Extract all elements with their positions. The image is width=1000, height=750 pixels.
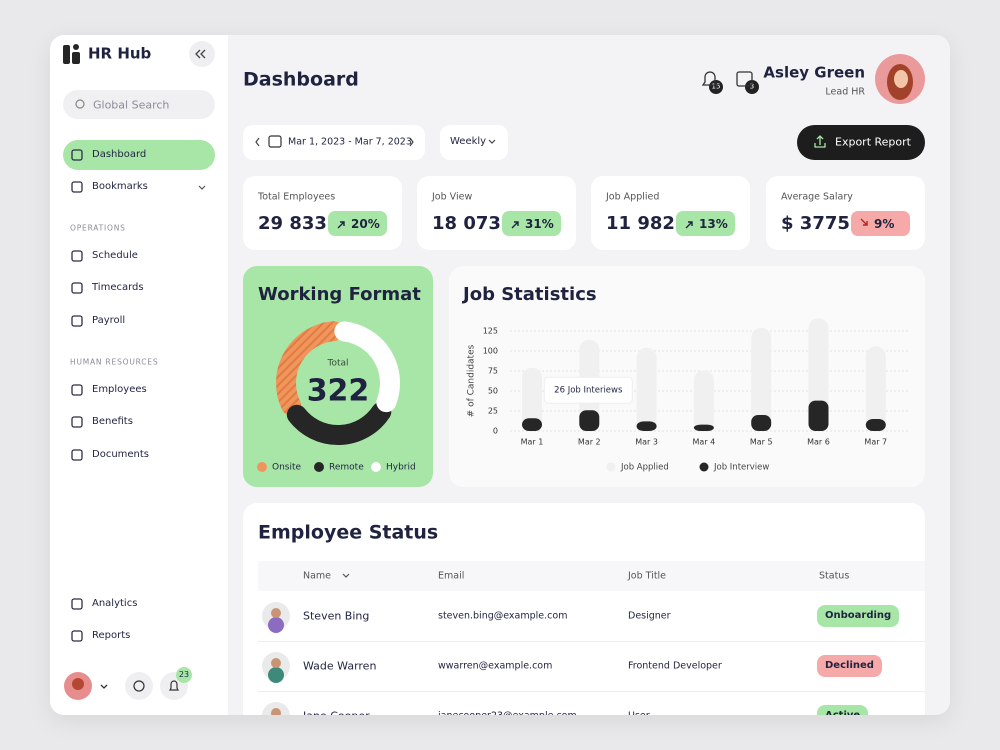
section-title: HUMAN RESOURCES	[70, 357, 159, 367]
stat-label: Job Applied	[606, 191, 660, 203]
notification-count: 23	[178, 670, 190, 679]
nav-item[interactable]: Dashboard	[92, 149, 147, 160]
collapse-button[interactable]	[189, 41, 215, 67]
nav-item[interactable]: Reports	[92, 630, 131, 641]
notification-count: 15	[711, 82, 721, 91]
row-divider	[258, 691, 925, 692]
column-header: Status	[819, 570, 850, 582]
badge	[176, 667, 192, 683]
stat-value: 11 982	[606, 213, 675, 234]
event-count: 3	[749, 82, 755, 91]
cell: janecooper23@example.com	[438, 711, 577, 715]
stat-change: 31%	[525, 217, 554, 231]
status-badge: Onboarding	[817, 605, 900, 627]
row-divider	[258, 641, 925, 642]
stat-label: Job View	[432, 191, 473, 203]
search-placeholder: Global Search	[93, 98, 170, 112]
nav-item[interactable]: Bookmarks	[92, 181, 148, 192]
period: Weekly	[450, 136, 487, 147]
nav-item[interactable]: Timecards	[92, 282, 144, 293]
page-title: Dashboard	[243, 68, 359, 91]
stat-value: $ 3775	[781, 213, 850, 234]
user-avatar-face	[894, 70, 908, 88]
column-header[interactable]: Name	[303, 570, 332, 582]
app-window: HR Hub Global Search Dashboard Bookmarks OPE…	[50, 35, 950, 715]
nav-item-active[interactable]	[63, 140, 215, 170]
cell: Jane Cooper	[303, 711, 370, 716]
user-role: Lead HR	[825, 86, 865, 98]
column-header: Job Title	[628, 570, 667, 582]
brand: HR Hub	[88, 44, 152, 63]
user-avatar	[875, 54, 925, 104]
cell: Designer	[628, 610, 671, 622]
date-range: Mar 1, 2023 - Mar 7, 2023	[288, 136, 412, 148]
nav-item[interactable]: Payroll	[92, 315, 126, 326]
table-header	[258, 561, 925, 591]
stat-change: 9%	[874, 217, 895, 231]
cell: Steven Bing	[303, 609, 370, 623]
status-badge: Active	[817, 705, 869, 715]
stat-value: 18 073	[432, 213, 501, 234]
stat-value: 29 833	[258, 213, 327, 234]
section-title: OPERATIONS	[70, 223, 126, 233]
nav-item[interactable]: Employees	[92, 384, 147, 395]
search-box[interactable]	[63, 90, 215, 119]
period-select[interactable]	[440, 125, 508, 160]
stat-change: 13%	[699, 217, 728, 231]
cell: steven.bing@example.com	[438, 610, 568, 622]
stat-change: 20%	[351, 217, 380, 231]
cell: Frontend Developer	[628, 660, 722, 672]
nav-item[interactable]: Analytics	[92, 598, 138, 609]
export-label[interactable]: Export Report	[835, 135, 911, 149]
sidebar	[50, 35, 228, 715]
nav-item[interactable]: Documents	[92, 449, 150, 460]
cell: wwarren@example.com	[438, 660, 553, 672]
nav-item[interactable]: Schedule	[92, 250, 138, 261]
settings-button[interactable]	[125, 672, 153, 700]
card-title: Working Format	[258, 284, 421, 305]
stat-label: Average Salary	[781, 191, 853, 203]
card-title: Job Statistics	[463, 284, 597, 305]
stat-label: Total Employees	[258, 191, 336, 203]
cell: User	[628, 711, 650, 715]
user-name: Asley Green	[763, 63, 865, 82]
card-title: Employee Status	[258, 521, 439, 544]
cell: Wade Warren	[303, 659, 377, 673]
user-avatar-hair	[887, 64, 913, 100]
column-header: Email	[438, 570, 465, 582]
nav-item[interactable]: Benefits	[92, 416, 133, 427]
status-badge: Declined	[817, 655, 882, 677]
employee-status-card	[243, 503, 925, 715]
